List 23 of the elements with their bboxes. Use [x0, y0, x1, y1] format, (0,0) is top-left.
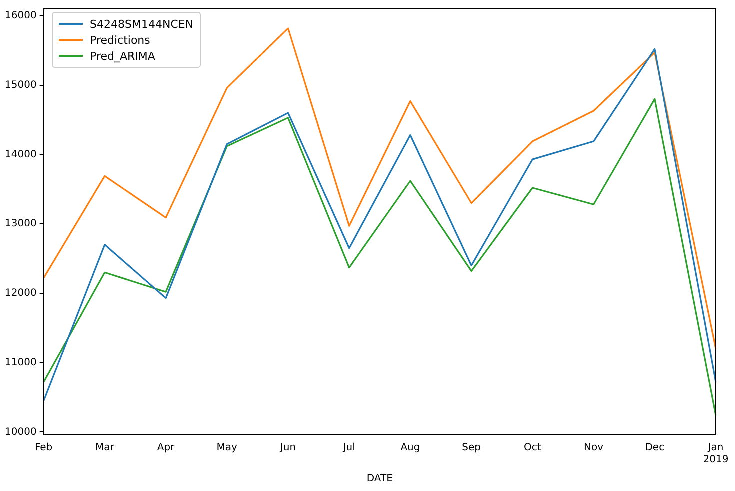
legend-label: S4248SM144NCEN — [90, 18, 194, 30]
legend-label: Pred_ARIMA — [90, 50, 156, 62]
x-tick-label: Jun — [279, 442, 296, 454]
legend-label: Predictions — [90, 34, 150, 46]
x-tick-label: Apr — [157, 442, 176, 454]
x-tick-label: May — [216, 442, 238, 454]
x-tick-label: Nov — [584, 442, 604, 454]
y-tick-label: 13000 — [5, 218, 37, 230]
x-axis-title: DATE — [366, 474, 393, 485]
x-tick-label: Jan 2019 — [703, 442, 729, 466]
x-tick-label: Sep — [462, 442, 481, 454]
x-tick-label: Mar — [95, 442, 116, 454]
y-tick-label: 14000 — [5, 149, 37, 160]
x-tick-label: Feb — [34, 442, 53, 454]
x-tick-label: Oct — [524, 442, 542, 454]
x-tick-label: Aug — [400, 442, 420, 454]
y-tick-label: 10000 — [5, 426, 37, 438]
x-tick-label: Dec — [645, 442, 665, 454]
y-tick-label: 12000 — [5, 288, 37, 300]
x-tick-label: Jul — [342, 442, 356, 454]
y-tick-label: 11000 — [5, 357, 37, 368]
y-tick-label: 15000 — [5, 80, 37, 91]
y-tick-label: 16000 — [5, 10, 37, 22]
